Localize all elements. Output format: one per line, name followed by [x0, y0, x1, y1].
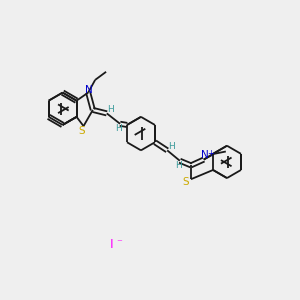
Text: H: H — [108, 105, 114, 114]
Text: H: H — [175, 161, 182, 170]
Text: I: I — [110, 238, 114, 251]
Text: N: N — [201, 150, 209, 161]
Text: N: N — [85, 85, 93, 94]
Text: H: H — [116, 124, 122, 134]
Text: H: H — [168, 142, 175, 152]
Text: S: S — [182, 176, 189, 187]
Text: ⁻: ⁻ — [116, 238, 122, 248]
Text: S: S — [78, 126, 85, 136]
Text: +: + — [207, 149, 214, 158]
